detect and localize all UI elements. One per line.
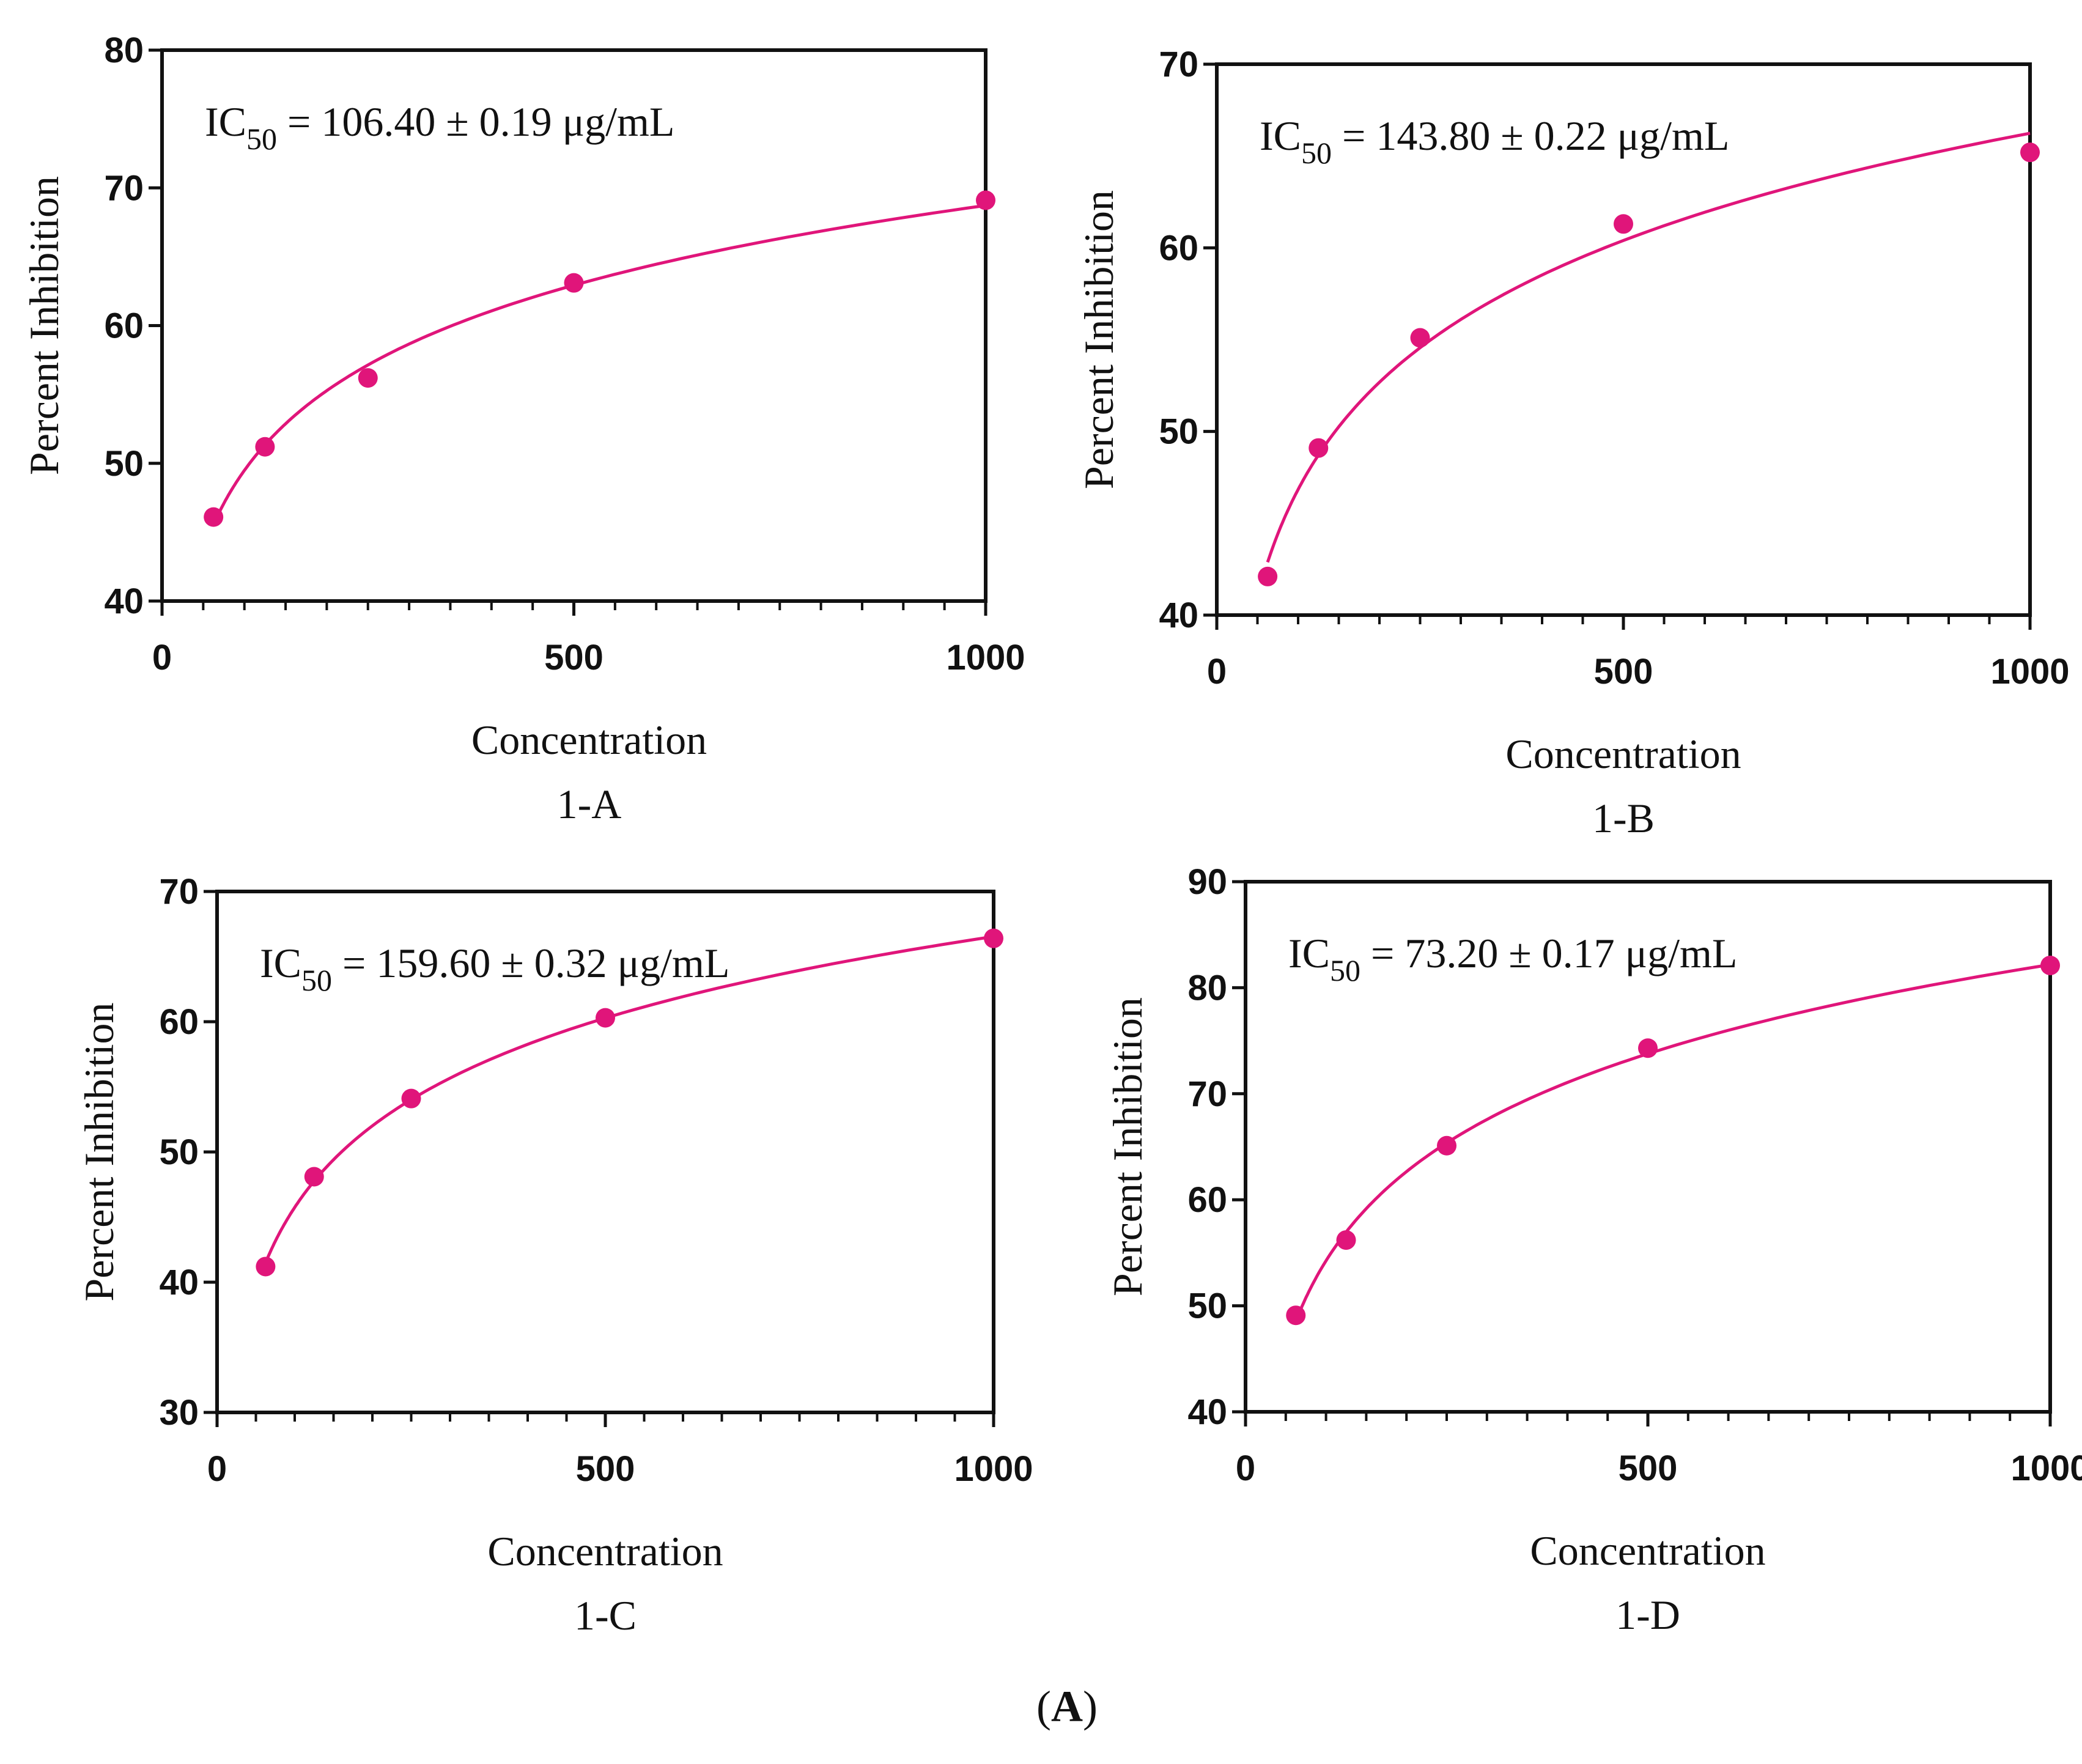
y-tick-label: 70 <box>1159 45 1198 84</box>
x-tick-label: 1000 <box>2010 1448 2082 1488</box>
ic50-value: = 73.20 ± 0.17 μg/mL <box>1360 930 1737 976</box>
data-point <box>564 273 584 293</box>
panel-label: 1-C <box>574 1592 637 1639</box>
chart-panel-1-c: 30 40 50 60 70 0 500 1000 Concentration Percent I… <box>76 872 1033 1639</box>
y-axis-title: Percent Inhibition <box>76 1002 122 1301</box>
y-tick-label: 60 <box>159 1002 199 1042</box>
x-tick-label: 1000 <box>954 1449 1033 1489</box>
panel-label: 1-B <box>1592 795 1655 841</box>
chart-panel-1-b: 40 50 60 70 0 500 1000 Concentration Percent Inh… <box>1076 45 2070 841</box>
y-tick-label: 60 <box>1159 228 1198 268</box>
chart-panel-1-d: 40 50 60 70 80 90 0 500 1000 Concentration Percent… <box>1104 862 2082 1638</box>
data-point <box>358 368 378 388</box>
x-axis-title: Concentration <box>1505 731 1741 777</box>
data-point <box>976 190 995 210</box>
ic50-value: = 106.40 ± 0.19 μg/mL <box>277 98 674 145</box>
x-tick-label: 0 <box>1236 1448 1255 1488</box>
data-point <box>255 437 275 457</box>
ic50-prefix: IC <box>1260 113 1301 159</box>
y-tick-label: 60 <box>104 306 144 346</box>
figure-caption: (A) <box>1036 1682 1098 1731</box>
data-point <box>256 1257 276 1277</box>
data-point <box>1336 1230 1356 1250</box>
ic50-annotation: IC50 = 159.60 ± 0.32 μg/mL <box>260 940 729 997</box>
y-axis-title: Percent Inhibition <box>21 176 67 475</box>
x-axis-title: Concentration <box>1530 1527 1765 1574</box>
data-point <box>596 1008 615 1028</box>
fit-curve <box>1294 963 2051 1322</box>
y-tick-label: 80 <box>1187 968 1227 1008</box>
chart-panel-1-a: 40 50 60 70 80 0 500 1000 Concentration Percent I… <box>21 31 1025 827</box>
x-tick-label: 1000 <box>946 638 1025 677</box>
y-tick-label: 70 <box>159 872 199 912</box>
x-axis-title: Concentration <box>487 1528 723 1574</box>
data-point <box>1258 566 1278 586</box>
y-tick-label: 50 <box>1187 1286 1227 1326</box>
ic50-subscript: 50 <box>301 963 332 997</box>
data-point <box>984 928 1003 948</box>
ic50-value: = 159.60 ± 0.32 μg/mL <box>332 940 729 986</box>
fit-curve <box>212 204 986 525</box>
data-point <box>2040 955 2060 975</box>
x-tick-label: 500 <box>576 1449 635 1489</box>
data-point <box>1614 214 1633 234</box>
y-tick-label: 60 <box>1187 1180 1227 1220</box>
y-tick-label: 40 <box>1159 596 1198 635</box>
y-tick-label: 40 <box>1187 1392 1227 1432</box>
data-point <box>304 1167 324 1187</box>
panel-label: 1-A <box>557 781 622 827</box>
data-point <box>1410 328 1430 348</box>
y-tick-label: 90 <box>1187 862 1227 902</box>
data-point <box>401 1088 421 1109</box>
y-tick-label: 40 <box>159 1263 199 1302</box>
ic50-prefix: IC <box>260 940 301 986</box>
y-tick-label: 70 <box>104 168 144 208</box>
x-tick-label: 500 <box>544 638 604 677</box>
x-tick-label: 0 <box>207 1449 227 1489</box>
y-tick-label: 30 <box>159 1393 199 1433</box>
x-tick-label: 0 <box>152 638 172 677</box>
ic50-prefix: IC <box>205 98 246 145</box>
x-axis-title: Concentration <box>471 717 707 763</box>
ic50-value: = 143.80 ± 0.22 μg/mL <box>1332 113 1729 159</box>
y-tick-label: 40 <box>104 581 144 621</box>
data-point <box>204 507 224 527</box>
x-tick-label: 500 <box>1619 1448 1678 1488</box>
y-tick-label: 50 <box>1159 412 1198 452</box>
data-point <box>1286 1305 1306 1326</box>
data-point <box>1638 1038 1658 1058</box>
figure-caption-letter: A <box>1051 1682 1083 1731</box>
y-tick-label: 50 <box>104 444 144 484</box>
ic50-prefix: IC <box>1288 930 1330 976</box>
data-point <box>1437 1135 1456 1156</box>
ic50-annotation: IC50 = 143.80 ± 0.22 μg/mL <box>1260 113 1729 170</box>
ic50-annotation: IC50 = 106.40 ± 0.19 μg/mL <box>205 98 674 156</box>
y-tick-label: 80 <box>104 31 144 70</box>
ic50-subscript: 50 <box>1330 953 1360 987</box>
ic50-annotation: IC50 = 73.20 ± 0.17 μg/mL <box>1288 930 1737 987</box>
x-tick-label: 0 <box>1207 652 1227 692</box>
ic50-subscript: 50 <box>246 122 277 156</box>
x-tick-label: 500 <box>1594 652 1653 692</box>
fit-curve <box>1266 131 2031 563</box>
y-axis-title: Percent Inhibition <box>1104 997 1151 1296</box>
data-point <box>2020 142 2040 163</box>
x-tick-label: 1000 <box>1990 652 2069 692</box>
panel-label: 1-D <box>1615 1592 1680 1638</box>
data-point <box>1309 438 1329 458</box>
y-tick-label: 70 <box>1187 1074 1227 1114</box>
y-axis-title: Percent Inhibition <box>1076 190 1122 489</box>
ic50-subscript: 50 <box>1301 136 1332 170</box>
y-tick-label: 50 <box>159 1132 199 1172</box>
